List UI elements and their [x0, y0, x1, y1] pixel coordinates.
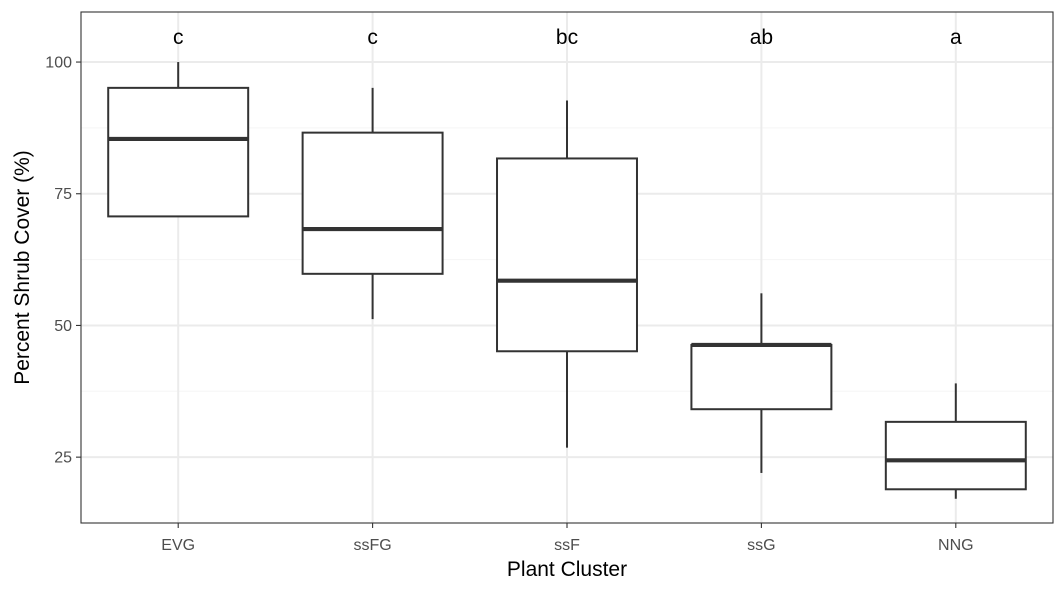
- x-axis-title: Plant Cluster: [507, 558, 627, 581]
- box-iqr: [884, 420, 1027, 491]
- x-tick-label: EVG: [161, 537, 195, 554]
- box-ssf: [496, 100, 638, 448]
- y-tick-label: 75: [54, 186, 72, 203]
- significance-letter: ab: [750, 26, 773, 49]
- box-nng: [884, 383, 1027, 499]
- box-layer: [107, 62, 1027, 499]
- y-axis-title: Percent Shrub Cover (%): [11, 150, 34, 385]
- y-axis-ticks: 25 50 75 100: [45, 55, 81, 467]
- significance-letters: c c bc ab a: [173, 26, 962, 49]
- significance-letter: c: [367, 26, 378, 49]
- y-tick-label: 50: [54, 318, 72, 335]
- significance-letter: a: [950, 26, 962, 49]
- y-tick-label: 100: [45, 55, 72, 72]
- x-axis-ticks: EVG ssFG ssF ssG NNG: [161, 523, 974, 554]
- significance-letter: bc: [556, 26, 578, 49]
- box-iqr: [690, 343, 833, 411]
- x-tick-label: NNG: [938, 537, 974, 554]
- x-tick-label: ssG: [747, 537, 775, 554]
- x-tick-label: ssFG: [353, 537, 391, 554]
- y-tick-label: 25: [54, 450, 72, 467]
- box-ssg: [690, 293, 833, 473]
- box-iqr: [496, 157, 638, 353]
- x-tick-label: ssF: [554, 537, 580, 554]
- box-ssfg: [301, 87, 444, 320]
- box-iqr: [107, 86, 250, 218]
- box-iqr: [301, 131, 444, 275]
- significance-letter: c: [173, 26, 184, 49]
- box-evg: [107, 62, 250, 218]
